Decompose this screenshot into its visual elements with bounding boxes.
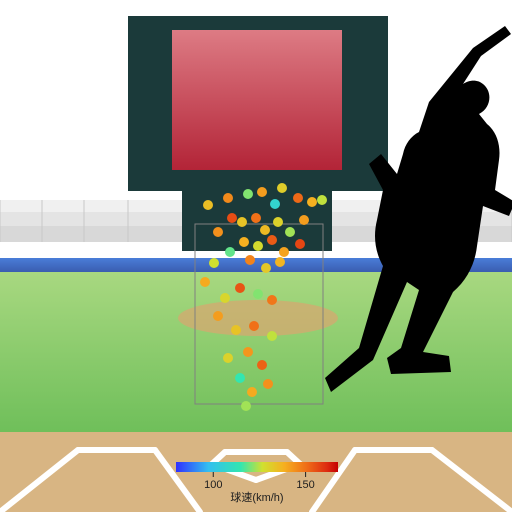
pitch-point [235,283,245,293]
pitch-point [253,241,263,251]
pitch-point [225,247,235,257]
pitch-point [223,193,233,203]
pitch-point [267,331,277,341]
pitch-point [231,325,241,335]
pitch-point [279,247,289,257]
pitch-point [277,183,287,193]
pitch-point [261,263,271,273]
pitch-point [209,258,219,268]
pitch-point [200,277,210,287]
pitch-point [239,237,249,247]
pitch-point [263,379,273,389]
scoreboard-screen [172,30,342,170]
pitch-point [267,295,277,305]
pitch-point [213,311,223,321]
pitch-point [299,215,309,225]
pitch-point [243,189,253,199]
pitch-point [285,227,295,237]
pitch-point [307,197,317,207]
pitch-point [273,217,283,227]
pitch-chart: 100 150 球速(km/h) [0,0,512,512]
pitch-point [203,200,213,210]
pitch-point [223,353,233,363]
pitch-point [267,235,277,245]
pitch-point [270,199,280,209]
pitch-point [245,255,255,265]
colorbar [176,462,338,472]
pitch-point [243,347,253,357]
pitch-point [253,289,263,299]
pitch-point [260,225,270,235]
pitch-point [247,387,257,397]
pitch-point [257,360,267,370]
pitch-point [275,257,285,267]
pitch-point [249,321,259,331]
pitch-point [235,373,245,383]
colorbar-tick: 100 [204,479,222,491]
pitch-point [237,217,247,227]
colorbar-tick: 150 [296,479,314,491]
pitch-point [220,293,230,303]
colorbar-label: 球速(km/h) [230,490,283,504]
pitch-point [317,195,327,205]
pitch-point [227,213,237,223]
pitch-point [241,401,251,411]
pitch-point [251,213,261,223]
pitch-point [295,239,305,249]
pitch-point [257,187,267,197]
pitchers-mound [178,300,338,336]
pitch-point [293,193,303,203]
pitch-point [213,227,223,237]
